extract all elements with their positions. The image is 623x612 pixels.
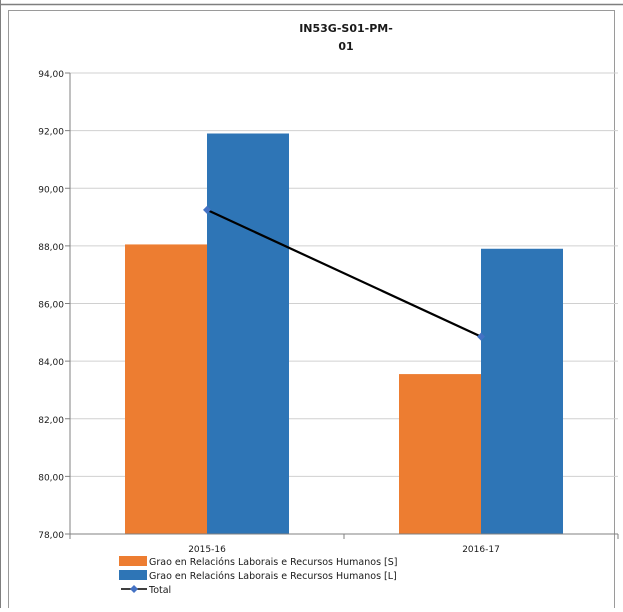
- y-axis-tick-labels: 94,00 92,00 90,00 88,00 86,00 84,00 82,00 80,00…: [38, 70, 64, 541]
- y-tick-label: 92,00: [38, 128, 64, 138]
- bar-s-2015-16: [125, 244, 207, 534]
- total-line-path: [206, 208, 482, 338]
- y-tick-label: 90,00: [38, 185, 64, 195]
- y-tick-label: 88,00: [38, 243, 64, 253]
- legend: Grao en Relacións Laborais e Recursos Hu…: [119, 556, 398, 596]
- legend-label-0: Grao en Relacións Laborais e Recursos Hu…: [149, 557, 398, 568]
- legend-marker-swatch: [130, 585, 138, 593]
- y-tick-label: 78,00: [38, 531, 64, 541]
- total-line: [203, 205, 485, 341]
- y-tick-label: 84,00: [38, 358, 64, 368]
- legend-swatch-0: [119, 556, 147, 566]
- total-point-2015-16: [203, 205, 211, 214]
- legend-swatch-1: [119, 570, 147, 580]
- axes: [69, 73, 619, 539]
- bar-l-2016-17: [481, 248, 563, 534]
- chart-title-line2: 01: [338, 40, 353, 53]
- legend-label-2: Total: [148, 585, 171, 596]
- x-tick-label: 2015-16: [188, 545, 226, 555]
- bar-l-2015-16: [207, 133, 289, 534]
- total-point-2016-17: [477, 332, 485, 341]
- chart-title-line1: IN53G-S01-PM-: [299, 22, 393, 35]
- y-tick-label: 82,00: [38, 416, 64, 426]
- y-tick-label: 80,00: [38, 473, 64, 483]
- y-tick-label: 94,00: [38, 70, 64, 80]
- bars: [125, 133, 563, 534]
- bar-s-2016-17: [399, 374, 481, 534]
- x-tick-label: 2016-17: [462, 545, 500, 555]
- y-tick-label: 86,00: [38, 301, 64, 311]
- legend-label-1: Grao en Relacións Laborais e Recursos Hu…: [149, 571, 397, 582]
- x-axis-tick-labels: 2015-16 2016-17: [188, 545, 500, 555]
